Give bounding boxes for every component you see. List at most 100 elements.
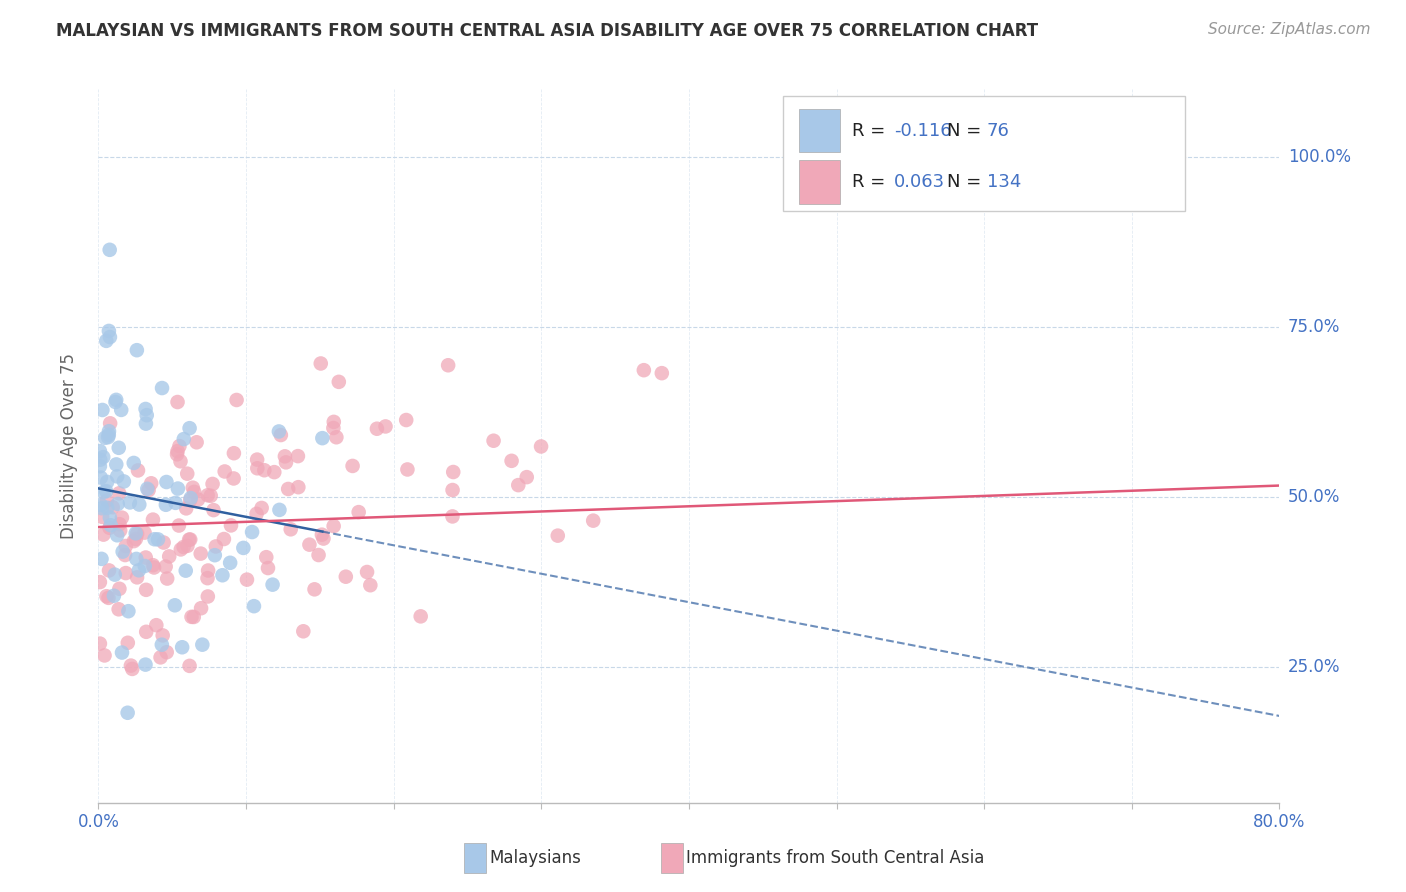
Point: [165, 496, 187, 510]
Point: [181, 481, 204, 495]
Point: [89, 575, 111, 590]
Point: [104, 567, 127, 582]
Point: [214, 465, 236, 479]
Point: [197, 590, 219, 604]
Point: [516, 470, 538, 484]
Point: [172, 640, 194, 655]
Point: [347, 505, 370, 519]
Point: [219, 556, 242, 570]
Point: [270, 428, 292, 442]
Point: [98, 243, 121, 257]
Point: [245, 507, 267, 521]
Point: [236, 573, 259, 587]
Point: [117, 636, 139, 650]
Point: [104, 395, 127, 409]
Point: [183, 484, 205, 499]
Point: [179, 533, 201, 547]
Point: [322, 421, 344, 435]
Point: [250, 500, 273, 515]
Point: [134, 657, 156, 672]
Point: [89, 637, 111, 651]
Point: [146, 533, 169, 547]
Point: [232, 541, 254, 555]
Point: [262, 577, 284, 591]
Point: [190, 547, 212, 561]
Point: [222, 446, 245, 460]
Point: [441, 509, 464, 524]
Text: 25.0%: 25.0%: [1288, 658, 1340, 676]
Point: [135, 401, 157, 416]
Point: [219, 518, 242, 533]
Text: 50.0%: 50.0%: [1288, 488, 1340, 506]
Point: [342, 458, 364, 473]
Point: [145, 618, 167, 632]
Point: [311, 527, 333, 541]
Point: [169, 439, 191, 453]
Point: [312, 532, 335, 546]
Point: [91, 509, 114, 524]
Point: [108, 582, 131, 596]
Point: [90, 552, 112, 566]
Point: [150, 638, 173, 652]
Text: Immigrants from South Central Asia: Immigrants from South Central Asia: [686, 849, 984, 867]
Point: [304, 582, 326, 597]
Point: [322, 415, 344, 429]
Point: [97, 324, 120, 338]
Text: N =: N =: [948, 173, 987, 191]
Point: [134, 559, 156, 574]
Point: [117, 604, 139, 618]
Point: [222, 471, 245, 485]
Point: [374, 419, 396, 434]
Point: [155, 475, 177, 489]
Point: [120, 658, 142, 673]
Text: R =: R =: [852, 121, 890, 139]
Point: [107, 441, 129, 455]
Point: [121, 662, 143, 676]
Text: Source: ZipAtlas.com: Source: ZipAtlas.com: [1208, 22, 1371, 37]
Point: [325, 430, 347, 444]
Point: [94, 431, 117, 445]
Point: [93, 527, 115, 541]
Point: [441, 465, 464, 479]
Point: [93, 648, 115, 663]
Text: Malaysians: Malaysians: [489, 849, 581, 867]
Point: [122, 456, 145, 470]
Point: [149, 650, 172, 665]
Point: [125, 526, 148, 541]
Point: [89, 452, 111, 467]
Point: [111, 646, 134, 660]
Text: MALAYSIAN VS IMMIGRANTS FROM SOUTH CENTRAL ASIA DISABILITY AGE OVER 75 CORRELATI: MALAYSIAN VS IMMIGRANTS FROM SOUTH CENTR…: [56, 22, 1039, 40]
Point: [90, 501, 112, 516]
Point: [98, 330, 121, 344]
Point: [135, 408, 157, 422]
Point: [211, 568, 233, 582]
Text: 75.0%: 75.0%: [1288, 318, 1340, 336]
Point: [155, 559, 177, 574]
Point: [200, 489, 222, 503]
Point: [274, 455, 297, 469]
Point: [111, 544, 134, 558]
Point: [128, 498, 150, 512]
Point: [173, 432, 195, 446]
Point: [135, 624, 157, 639]
Point: [298, 538, 321, 552]
Point: [141, 476, 163, 491]
Point: [118, 495, 141, 509]
Point: [246, 452, 269, 467]
Point: [174, 564, 197, 578]
Point: [191, 638, 214, 652]
Point: [108, 517, 131, 532]
Point: [204, 540, 226, 554]
Point: [441, 483, 464, 497]
Point: [103, 589, 125, 603]
Point: [117, 706, 139, 720]
Point: [267, 425, 290, 439]
Point: [96, 475, 118, 489]
Point: [90, 498, 112, 512]
Point: [396, 462, 419, 476]
Point: [366, 422, 388, 436]
Point: [174, 501, 197, 516]
Point: [179, 533, 201, 547]
Point: [254, 550, 277, 565]
Point: [322, 519, 344, 533]
